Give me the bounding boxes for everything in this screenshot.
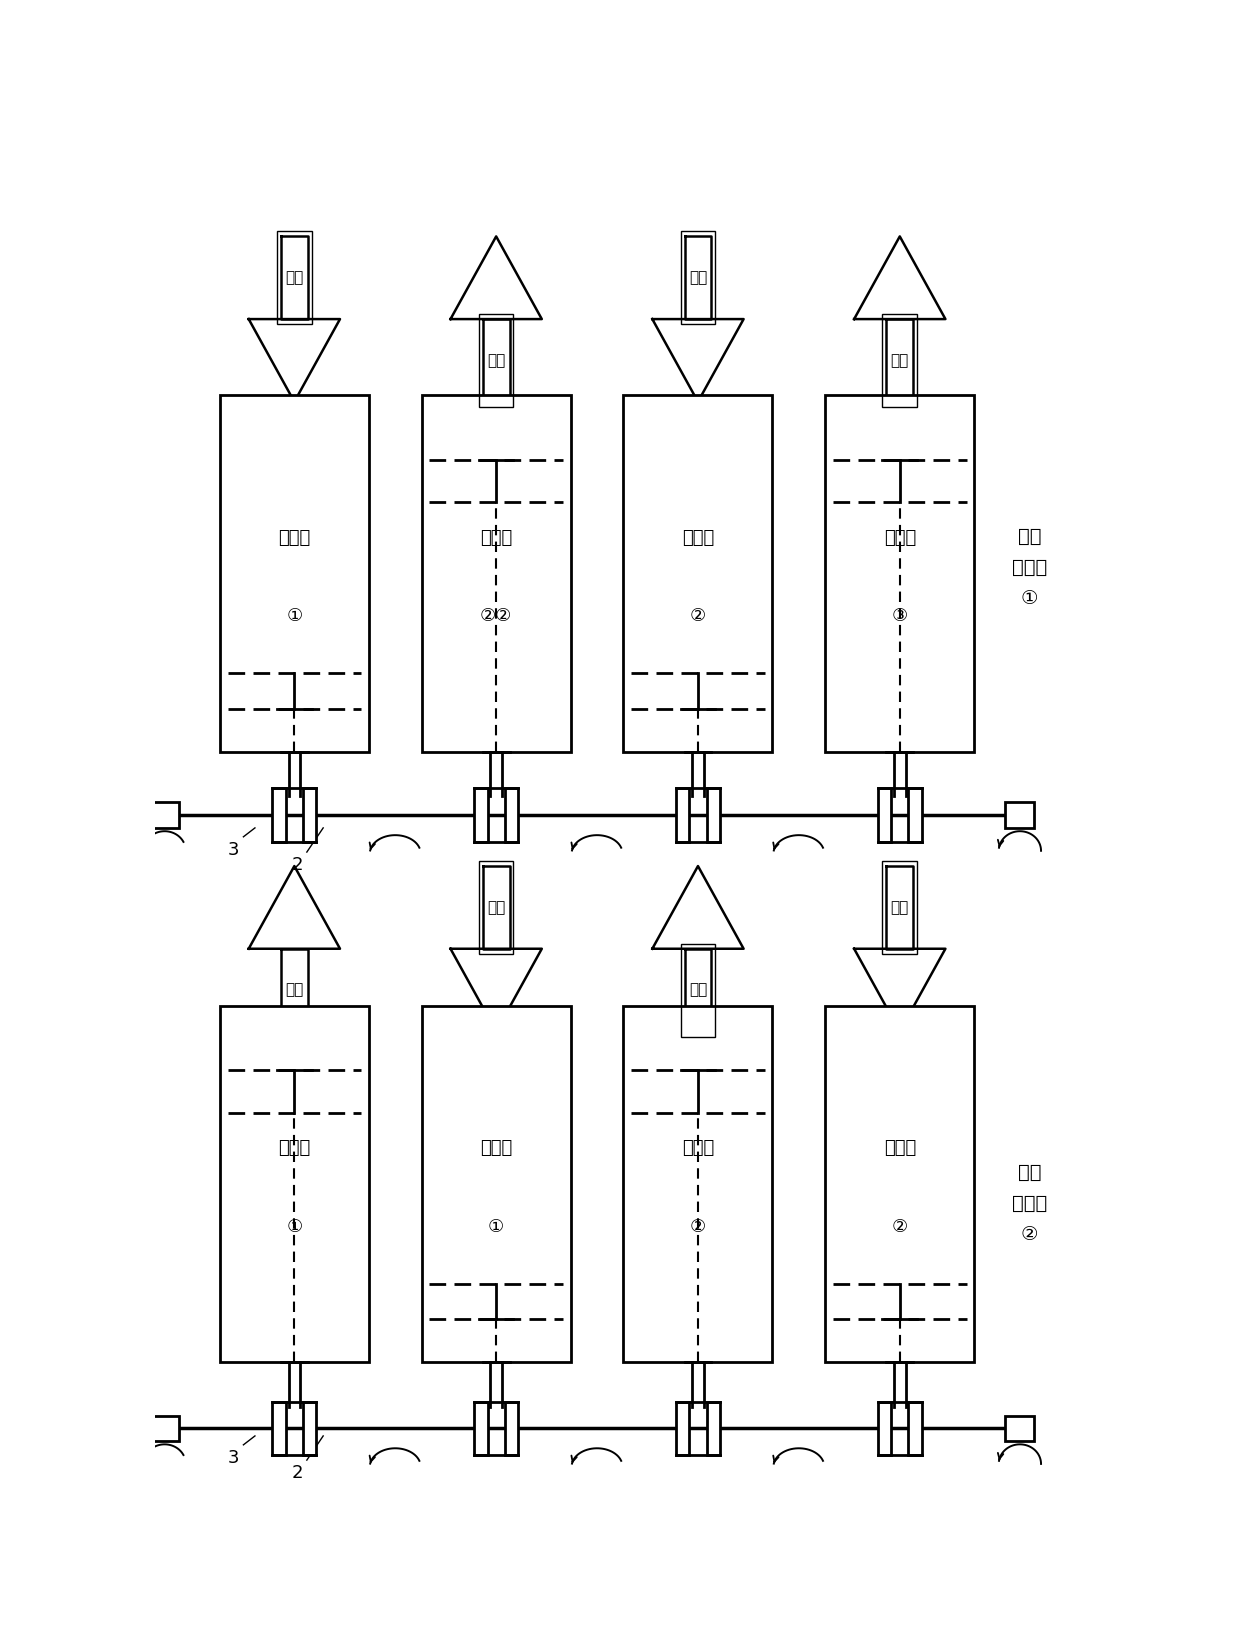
Text: 排水: 排水 bbox=[890, 354, 909, 368]
Bar bbox=[219, 395, 368, 752]
Polygon shape bbox=[854, 948, 945, 1031]
Text: ①: ① bbox=[286, 608, 303, 624]
Text: 排水: 排水 bbox=[285, 983, 304, 998]
Bar bbox=[1006, 1416, 1034, 1441]
Bar bbox=[624, 395, 773, 752]
Text: ②: ② bbox=[689, 608, 706, 624]
Polygon shape bbox=[281, 948, 308, 1031]
Text: 进水: 进水 bbox=[487, 900, 505, 915]
Bar bbox=[676, 788, 689, 843]
Text: ①: ① bbox=[489, 1218, 505, 1236]
Bar bbox=[681, 943, 715, 1036]
Bar bbox=[150, 803, 179, 828]
Text: 净水缸: 净水缸 bbox=[278, 1140, 310, 1158]
Bar bbox=[878, 1401, 892, 1455]
Polygon shape bbox=[887, 319, 913, 401]
Text: 进水: 进水 bbox=[285, 271, 304, 286]
Text: 2: 2 bbox=[291, 1464, 303, 1482]
Bar bbox=[826, 395, 975, 752]
Bar bbox=[303, 788, 316, 843]
Text: 进水: 进水 bbox=[689, 271, 707, 286]
Polygon shape bbox=[482, 319, 510, 401]
Bar bbox=[826, 1006, 975, 1363]
Bar bbox=[883, 314, 918, 406]
Bar bbox=[624, 1006, 773, 1363]
Text: 污水缸: 污水缸 bbox=[682, 1140, 714, 1158]
Bar bbox=[909, 788, 921, 843]
Bar bbox=[681, 231, 715, 324]
Bar bbox=[878, 788, 892, 843]
Bar bbox=[883, 861, 918, 953]
Bar bbox=[474, 788, 487, 843]
Text: ①: ① bbox=[286, 1218, 303, 1236]
Text: ②②: ②② bbox=[480, 608, 512, 624]
Polygon shape bbox=[450, 236, 542, 319]
Polygon shape bbox=[684, 948, 712, 1031]
Text: 污水缸: 污水缸 bbox=[480, 529, 512, 547]
Text: 净水缸: 净水缸 bbox=[884, 529, 916, 547]
Text: 污水缸: 污水缸 bbox=[682, 529, 714, 547]
Polygon shape bbox=[450, 948, 542, 1031]
Bar bbox=[707, 788, 720, 843]
Polygon shape bbox=[249, 319, 340, 401]
Polygon shape bbox=[887, 866, 913, 948]
Bar bbox=[707, 1401, 720, 1455]
Bar bbox=[422, 395, 570, 752]
Bar bbox=[422, 1006, 570, 1363]
Text: 污水缸: 污水缸 bbox=[480, 1140, 512, 1158]
Text: 3: 3 bbox=[228, 841, 239, 859]
Bar bbox=[909, 1401, 921, 1455]
Polygon shape bbox=[652, 866, 744, 948]
Text: ②: ② bbox=[689, 1218, 706, 1236]
Polygon shape bbox=[652, 319, 744, 401]
Bar bbox=[273, 788, 285, 843]
Bar bbox=[219, 1006, 368, 1363]
Text: 提升: 提升 bbox=[487, 354, 505, 368]
Bar bbox=[474, 1401, 487, 1455]
Text: 水缸
工作态
①: 水缸 工作态 ① bbox=[1012, 527, 1047, 608]
Text: 2: 2 bbox=[291, 856, 303, 874]
Polygon shape bbox=[249, 866, 340, 948]
Bar bbox=[676, 1401, 689, 1455]
Text: 净水缸: 净水缸 bbox=[884, 1140, 916, 1158]
Polygon shape bbox=[854, 236, 945, 319]
Text: 净水缸: 净水缸 bbox=[278, 529, 310, 547]
Bar bbox=[505, 788, 518, 843]
Text: ③: ③ bbox=[892, 608, 908, 624]
Bar bbox=[479, 314, 513, 406]
Text: 水缸
工作态
②: 水缸 工作态 ② bbox=[1012, 1163, 1047, 1244]
Text: 进水: 进水 bbox=[890, 900, 909, 915]
Text: ②: ② bbox=[892, 1218, 908, 1236]
Bar bbox=[1006, 803, 1034, 828]
Bar bbox=[479, 861, 513, 953]
Bar bbox=[277, 231, 311, 324]
Bar bbox=[303, 1401, 316, 1455]
Polygon shape bbox=[281, 236, 308, 319]
Bar bbox=[150, 1416, 179, 1441]
Polygon shape bbox=[684, 236, 712, 319]
Text: 3: 3 bbox=[228, 1449, 239, 1467]
Text: 提升: 提升 bbox=[689, 983, 707, 998]
Polygon shape bbox=[482, 866, 510, 948]
Bar bbox=[273, 1401, 285, 1455]
Bar bbox=[505, 1401, 518, 1455]
